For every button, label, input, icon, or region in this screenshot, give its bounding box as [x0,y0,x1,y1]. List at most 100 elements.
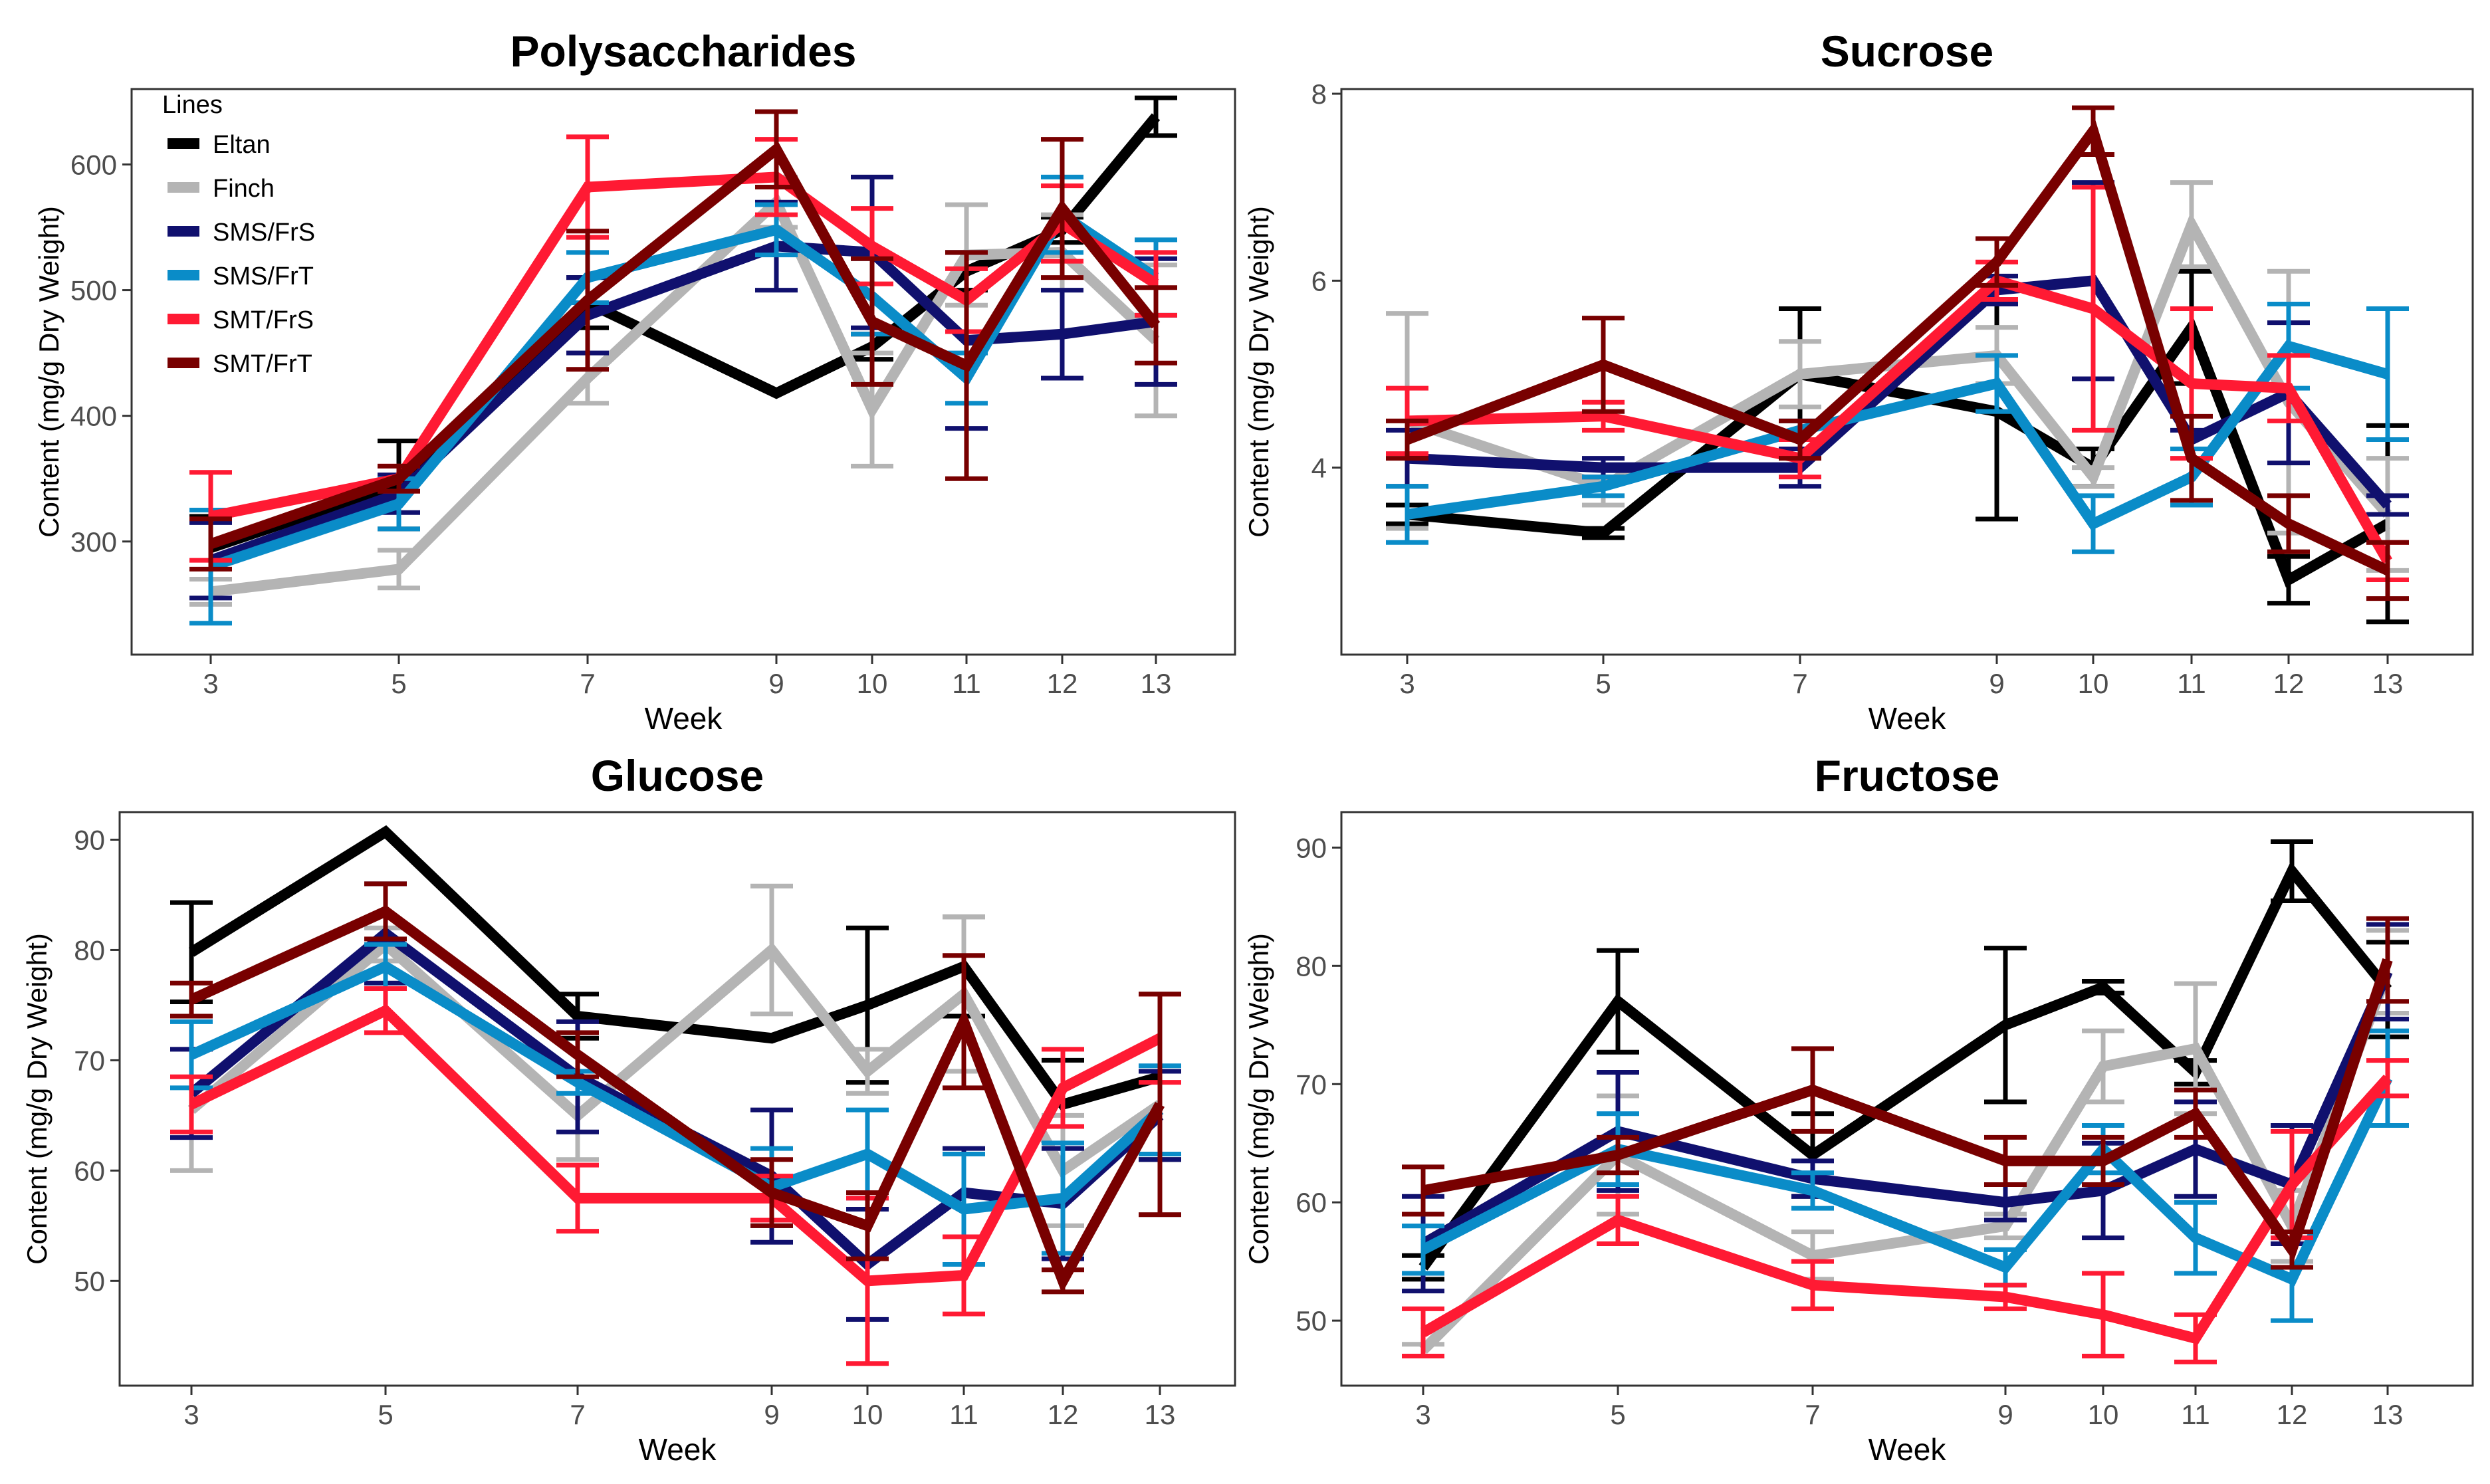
y-axis-label: Content (mg/g Dry Weight) [1243,933,1274,1265]
series-line-sms-frt [189,960,1164,1215]
x-tick-label: 10 [852,1399,883,1430]
x-tick-label: 11 [2177,668,2206,699]
legend: Lines Eltan Finch SMS/FrS SMS/FrT SMT/FrS SMT/… [133,90,339,396]
x-tick-label: 12 [2273,668,2305,699]
x-tick-label: 7 [1805,1399,1820,1430]
legend-item-sms-frt: SMS/FrT [168,263,314,290]
series-line-smt-frt [189,905,1165,1294]
series-line-smt-frs [1420,1075,2392,1345]
legend-label: SMS/FrT [213,263,314,290]
panel-fructose: Fructose 50 60 70 80 90 3 5 7 9 10 11 12 13 Week Conten… [1243,751,2474,1467]
legend-item-smt-frt: SMT/FrT [168,350,312,378]
panels-layer: Polysaccharides 300 400 500 600 3 5 7 9 10 11 12 13 W… [21,27,2474,1467]
x-tick-label: 9 [768,668,784,699]
x-tick-label: 11 [2181,1399,2210,1430]
x-tick-label: 11 [952,668,981,699]
y-tick-label: 90 [1296,832,1327,863]
x-tick-label: 12 [2277,1399,2308,1430]
x-tick-label: 11 [949,1399,978,1430]
legend-item-smt-frs: SMT/FrS [168,306,314,334]
y-tick-label: 8 [1311,78,1327,110]
y-axis-label: Content (mg/g Dry Weight) [1243,206,1274,538]
series-line-eltan [1418,861,2392,1271]
legend-item-eltan: Eltan [168,131,271,159]
plot-frame [1340,811,2474,1387]
legend-label: Eltan [213,131,271,159]
chart-title: Glucose [591,751,764,800]
legend-item-finch: Finch [168,175,275,203]
legend-label: Finch [213,175,275,203]
panel-sucrose: Sucrose 4 6 8 3 5 7 9 10 11 12 13 Week Content (mg/g … [1243,27,2474,736]
x-tick-label: 3 [1399,668,1415,699]
x-tick-label: 9 [1997,1399,2013,1430]
x-tick-label: 13 [2372,668,2404,699]
y-tick-label: 6 [1311,265,1327,296]
x-axis-label: Week [645,701,723,736]
x-tick-label: 13 [1141,668,1172,699]
y-tick-label: 60 [74,1155,105,1186]
series-line-sms-frs [1407,274,2392,509]
y-tick-label: 90 [74,824,105,855]
y-tick-label: 70 [1296,1069,1327,1100]
series-line-sms-frt [1406,340,2390,531]
x-tick-label: 5 [1610,1399,1625,1430]
x-tick-label: 10 [2078,668,2109,699]
y-tick-label: 50 [74,1265,105,1297]
y-tick-label: 80 [74,934,105,966]
x-tick-label: 13 [2372,1399,2404,1430]
x-tick-label: 7 [1792,668,1807,699]
y-tick-label: 4 [1311,453,1327,484]
y-tick-label: 80 [1296,950,1327,982]
series-line-smt-frt [209,141,1161,550]
y-tick-label: 300 [70,526,117,558]
panel-polysaccharides: Polysaccharides 300 400 500 600 3 5 7 9 10 11 12 13 W… [33,27,1236,736]
series-line-smt-frs [1407,274,2392,564]
error-bar [1386,418,1428,461]
legend-label: SMT/FrS [213,306,314,334]
x-tick-label: 13 [1145,1399,1176,1430]
series-line-smt-frs [189,1004,1163,1287]
series-smt-frt [1386,105,2409,601]
legend-label: SMT/FrT [213,350,312,378]
legend-item-sms-frs: SMS/FrS [168,219,315,247]
y-tick-label: 50 [1296,1305,1327,1336]
series-line-eltan [1407,316,2390,588]
y-axis-label: Content (mg/g Dry Weight) [33,206,64,538]
chart-title: Sucrose [1821,27,1993,76]
chart-title: Fructose [1815,751,2000,800]
x-tick-label: 9 [1989,668,2004,699]
y-tick-label: 500 [70,275,117,306]
series-line-sms-frt [1420,1075,2393,1287]
x-tick-label: 10 [857,668,888,699]
x-axis-label: Week [1868,701,1947,736]
x-axis-label: Week [1868,1432,1947,1467]
y-tick-label: 600 [70,149,117,180]
y-tick-label: 70 [74,1045,105,1076]
series-line-smt-frt [1422,958,2393,1261]
x-tick-label: 7 [580,668,595,699]
legend-background [133,90,339,396]
panel-glucose: Glucose 50 60 70 80 90 3 5 7 9 10 11 12 13 Week Content… [21,751,1236,1467]
x-tick-label: 7 [570,1399,585,1430]
y-tick-label: 60 [1296,1187,1327,1218]
x-tick-label: 3 [183,1399,199,1430]
series-line-finch [1419,970,2393,1354]
error-bar [1386,484,1428,545]
x-tick-label: 5 [391,668,406,699]
legend-label: SMS/FrS [213,219,315,247]
y-axis-label: Content (mg/g Dry Weight) [21,933,53,1265]
x-tick-label: 12 [1048,1399,1079,1430]
series-smt-frt [189,109,1177,572]
series-line-smt-frt [1405,119,2390,576]
x-tick-label: 3 [203,668,218,699]
legend-title: Lines [162,91,223,119]
x-tick-label: 5 [1595,668,1611,699]
x-tick-label: 5 [378,1399,393,1430]
series-smt-frt [1402,916,2409,1270]
y-tick-label: 400 [70,401,117,432]
series-smt-frt [170,881,1181,1295]
x-tick-label: 3 [1415,1399,1430,1430]
series-line-eltan [188,825,1162,1111]
x-tick-label: 10 [2088,1399,2119,1430]
